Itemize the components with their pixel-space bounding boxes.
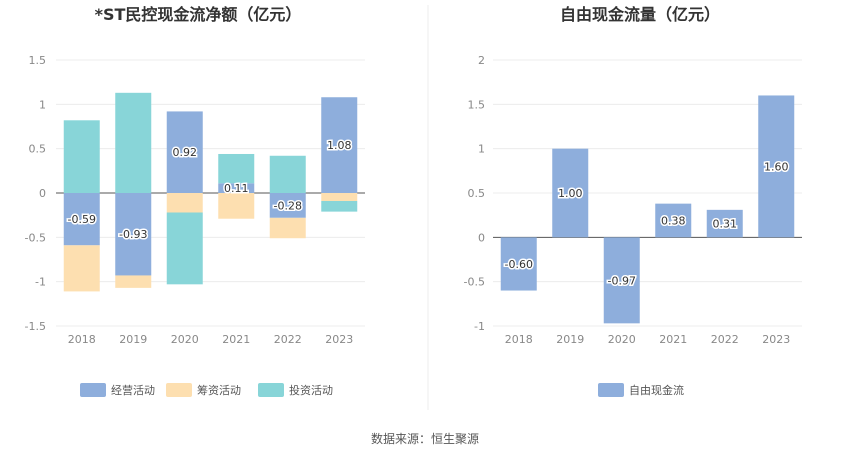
bar-筹资活动-2020 [166, 193, 203, 213]
bar-经营活动-2022 [269, 193, 306, 218]
x-tick-label: 2019 [119, 333, 147, 346]
chart-title-left: *ST民控现金流净额（亿元） [95, 5, 302, 24]
data-label: 1.00 [558, 187, 583, 200]
bar-自由现金流-2023 [758, 95, 795, 238]
data-label: 0.31 [713, 218, 738, 231]
x-tick-label: 2018 [68, 333, 96, 346]
x-tick-label: 2023 [325, 333, 353, 346]
bar-筹资活动-2021 [218, 193, 255, 219]
bar-筹资活动-2022 [269, 217, 306, 239]
bar-筹资活动-2018 [63, 245, 100, 292]
y-tick-label: 1 [39, 98, 46, 111]
data-label: 0.11 [224, 182, 249, 195]
bar-自由现金流-2019 [552, 148, 589, 238]
legend-label: 投资活动 [289, 383, 333, 397]
legend-swatch [598, 383, 624, 397]
bar-自由现金流-2022 [706, 209, 743, 238]
free-cashflow-chart: 2 1.5 1 0.5 0 -0.5 -1 -0.60 2018 1.00 2019 -0.97 202… [464, 54, 802, 346]
bar-投资活动-2019 [115, 92, 152, 193]
bar-投资活动-2021 [218, 153, 255, 184]
x-tick-label: 2018 [505, 333, 533, 346]
chart-title-right: 自由现金流量（亿元） [560, 5, 720, 24]
bar-经营活动-2018 [63, 193, 100, 246]
data-label: -0.28 [274, 199, 302, 212]
source-note: 数据来源：恒生聚源 [371, 431, 479, 446]
data-label: -0.93 [119, 228, 147, 241]
y-tick-label: 2 [478, 54, 485, 67]
data-label: 0.92 [173, 146, 198, 159]
legend-swatch [80, 383, 106, 397]
legend-label: 筹资活动 [197, 383, 241, 397]
y-tick-label: 0.5 [29, 143, 47, 156]
bar-投资活动-2022 [269, 155, 306, 193]
bar-经营活动-2020 [166, 111, 203, 193]
data-label: -0.60 [505, 258, 533, 271]
x-tick-label: 2023 [762, 333, 790, 346]
y-tick-label: -1 [35, 276, 46, 289]
x-tick-label: 2020 [608, 333, 636, 346]
bar-经营活动-2021 [218, 183, 255, 193]
legend-right: 自由现金流 [598, 383, 684, 397]
legend-left: 经营活动 筹资活动 投资活动 [80, 383, 333, 397]
data-label: 1.08 [327, 139, 352, 152]
y-tick-label: 0.5 [468, 187, 486, 200]
legend-swatch [166, 383, 192, 397]
bar-投资活动-2023 [321, 200, 358, 212]
y-tick-label: 0 [39, 187, 46, 200]
y-tick-label: -0.5 [464, 276, 485, 289]
y-tick-label: -0.5 [25, 231, 46, 244]
bar-筹资活动-2019 [115, 275, 152, 288]
bar-筹资活动-2023 [321, 193, 358, 201]
y-tick-label: 1.5 [29, 54, 47, 67]
x-tick-label: 2022 [274, 333, 302, 346]
bar-自由现金流-2020 [603, 237, 640, 324]
legend-swatch [258, 383, 284, 397]
data-label: 0.38 [661, 214, 686, 227]
y-tick-label: 0 [478, 231, 485, 244]
legend-label: 经营活动 [111, 383, 155, 397]
y-tick-label: -1.5 [25, 320, 46, 333]
bar-投资活动-2018 [63, 120, 100, 193]
data-label: -0.97 [608, 274, 636, 287]
data-label: 1.60 [764, 160, 789, 173]
y-tick-label: -1 [474, 320, 485, 333]
bar-投资活动-2020 [166, 212, 203, 285]
x-tick-label: 2021 [659, 333, 687, 346]
x-tick-label: 2022 [711, 333, 739, 346]
y-tick-label: 1 [478, 143, 485, 156]
x-tick-label: 2020 [171, 333, 199, 346]
bar-自由现金流-2021 [655, 203, 692, 238]
x-tick-label: 2019 [556, 333, 584, 346]
cashflow-chart: 1.5 1 0.5 0 -0.5 -1 -1.5 -0.59 2018 -0.93 2019 0.92… [25, 54, 365, 346]
y-tick-label: 1.5 [468, 98, 486, 111]
bar-自由现金流-2018 [500, 237, 537, 291]
legend-label: 自由现金流 [629, 383, 684, 397]
data-label: -0.59 [68, 213, 96, 226]
bar-经营活动-2023 [321, 97, 358, 193]
bar-经营活动-2019 [115, 193, 152, 276]
x-tick-label: 2021 [222, 333, 250, 346]
